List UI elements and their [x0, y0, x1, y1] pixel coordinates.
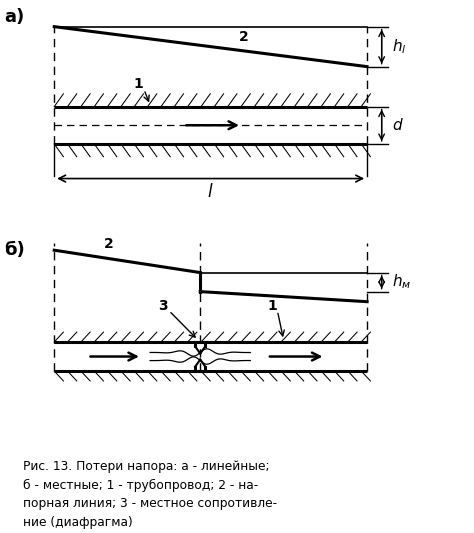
- Text: 1: 1: [267, 298, 277, 312]
- Text: $d$: $d$: [392, 117, 404, 133]
- Text: а): а): [4, 8, 25, 26]
- Text: $h_l$: $h_l$: [392, 37, 407, 56]
- Text: 2: 2: [104, 237, 113, 251]
- Text: $l$: $l$: [208, 182, 214, 200]
- Text: Рис. 13. Потери напора: а - линейные;
б - местные; 1 - трубопровод; 2 - на-
порн: Рис. 13. Потери напора: а - линейные; б …: [23, 460, 277, 529]
- Text: 3: 3: [158, 298, 168, 312]
- Text: б): б): [4, 241, 25, 259]
- Text: 1: 1: [134, 77, 143, 91]
- Text: $h_м$: $h_м$: [392, 273, 411, 292]
- Text: 2: 2: [239, 30, 249, 44]
